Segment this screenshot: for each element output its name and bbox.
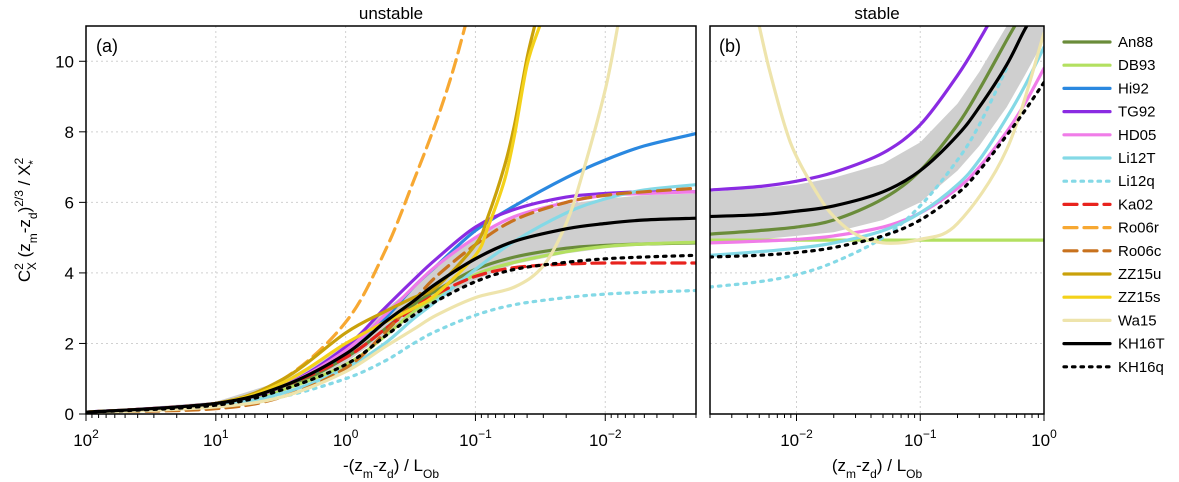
- legend-item-hi92: Hi92: [1062, 80, 1149, 97]
- x-tick-label: 100: [333, 427, 359, 450]
- legend-item-zz15s: ZZ15s: [1062, 289, 1161, 306]
- series-line-wa15: [86, 26, 620, 414]
- uncertainty-band: [710, 26, 1044, 242]
- panel-b-title: stable: [854, 4, 899, 23]
- series-line-kh16t: [710, 26, 1029, 219]
- series-line-kh16q: [86, 253, 696, 414]
- series-line-li12q: [710, 66, 1009, 289]
- panel-a-y-ticks: 0 2 4 6 8 10: [55, 52, 86, 424]
- legend-item-li12q: Li12q: [1062, 173, 1155, 190]
- y-tick-label: 4: [65, 264, 74, 283]
- series-line-li12t: [710, 45, 1044, 257]
- x-tick-label: 10−2: [589, 427, 622, 450]
- series-line-zz15s: [86, 26, 542, 414]
- legend-label: ZZ15s: [1118, 289, 1161, 306]
- legend-label: Ro06r: [1118, 220, 1159, 237]
- legend-item-tg92: TG92: [1062, 104, 1156, 121]
- panel-b-frame: [709, 25, 1045, 415]
- panel-b: stable (b) 10−2 10−1 100 (zm-zd) / LOb: [709, 4, 1057, 481]
- x-tick-label: 10−2: [780, 427, 813, 450]
- legend-item-hd05: HD05: [1062, 127, 1156, 144]
- panel-b-x-label: (zm-zd) / LOb: [832, 456, 923, 481]
- x-tick-label: 102: [73, 427, 99, 450]
- y-tick-label: 10: [55, 52, 74, 71]
- series-line-ro06r: [86, 26, 467, 414]
- y-tick-label: 6: [65, 193, 74, 212]
- series-line-ro06c: [86, 186, 696, 414]
- legend-label: Hi92: [1118, 80, 1149, 97]
- panel-a: unstable (a) 0 2 4 6 8 10 102 101 100 10−1 10−2 -…: [12, 4, 697, 481]
- series-line-wa15: [757, 26, 1044, 245]
- legend-item-an88: An88: [1062, 34, 1153, 51]
- legend-item-ka02: Ka02: [1062, 196, 1153, 213]
- legend-label: Ro06c: [1118, 243, 1162, 260]
- y-tick-label: 8: [65, 123, 74, 142]
- legend-label: ZZ15u: [1118, 266, 1161, 283]
- legend-item-ro06r: Ro06r: [1062, 220, 1159, 237]
- series-line-kh16t: [86, 216, 696, 414]
- legend-item-ro06c: Ro06c: [1062, 243, 1162, 260]
- panel-a-x-label: -(zm-zd) / LOb: [343, 456, 439, 481]
- y-tick-label: 2: [65, 334, 74, 353]
- panel-a-title: unstable: [359, 4, 423, 23]
- panel-b-band: [710, 26, 1044, 242]
- x-tick-label: 101: [203, 427, 229, 450]
- panel-a-band: [86, 193, 696, 413]
- x-tick-label: 10−1: [904, 427, 937, 450]
- legend-label: Ka02: [1118, 196, 1153, 213]
- panel-b-x-ticks: 10−2 10−1 100: [780, 427, 1057, 450]
- series-line-li12t: [86, 183, 696, 414]
- panel-b-lines: [710, 26, 1044, 289]
- x-tick-label: 100: [1031, 427, 1057, 450]
- panel-b-label: (b): [719, 36, 741, 56]
- legend-item-li12t: Li12T: [1062, 150, 1156, 167]
- panel-a-frame: [85, 25, 697, 415]
- legend-label: Li12q: [1118, 173, 1155, 190]
- series-line-tg92: [710, 26, 990, 192]
- uncertainty-band: [86, 193, 696, 413]
- x-tick-label: 10−1: [459, 427, 492, 450]
- legend-label: TG92: [1118, 104, 1156, 121]
- legend-item-kh16q: KH16q: [1062, 359, 1164, 376]
- legend-label: DB93: [1118, 57, 1156, 74]
- legend: An88 DB93 Hi92 TG92 HD05 Li12T Li12q Ka02 Ro06r R…: [1062, 34, 1165, 376]
- legend-label: KH16T: [1118, 336, 1165, 353]
- legend-label: HD05: [1118, 127, 1156, 144]
- legend-item-wa15: Wa15: [1062, 312, 1157, 329]
- legend-item-zz15u: ZZ15u: [1062, 266, 1161, 283]
- panel-a-label: (a): [96, 36, 118, 56]
- panel-a-x-ticks: 102 101 100 10−1 10−2: [73, 427, 622, 450]
- y-axis-label: C2X (zm-zd)2/3 / X2*: [12, 158, 40, 283]
- legend-label: An88: [1118, 34, 1153, 51]
- y-tick-label: 0: [65, 405, 74, 424]
- legend-item-db93: DB93: [1062, 57, 1156, 74]
- panel-a-lines: [86, 26, 696, 414]
- legend-label: Wa15: [1118, 312, 1157, 329]
- series-line-zz15u: [86, 26, 537, 414]
- legend-label: Li12T: [1118, 150, 1156, 167]
- legend-label: KH16q: [1118, 359, 1164, 376]
- legend-item-kh16t: KH16T: [1062, 336, 1165, 353]
- series-line-kh16q: [710, 80, 1044, 259]
